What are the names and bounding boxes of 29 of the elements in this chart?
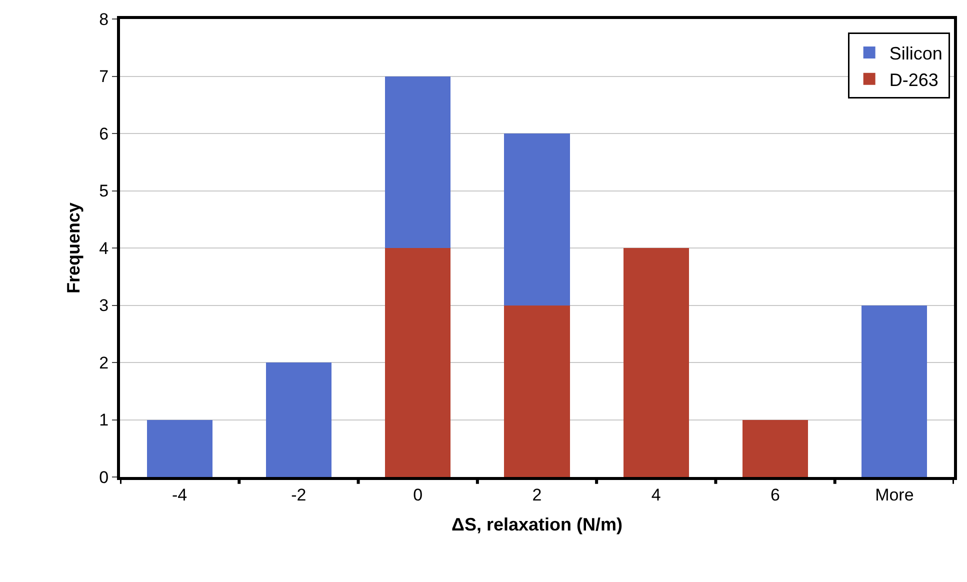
- x-tick-label: More: [875, 485, 914, 504]
- y-tick-label: 4: [99, 238, 109, 258]
- x-tick-label: 6: [770, 485, 780, 504]
- bar: [742, 420, 808, 477]
- x-tick-label: 4: [651, 485, 661, 504]
- x-tick-label: 2: [532, 485, 542, 504]
- x-tick-label: -2: [291, 485, 306, 504]
- y-tick-label: 1: [99, 410, 109, 430]
- y-tick-label: 6: [99, 124, 109, 144]
- y-tick-label: 3: [99, 296, 109, 316]
- y-tick-label: 2: [99, 353, 109, 372]
- y-tick-label: 7: [99, 67, 109, 86]
- legend-label: D-263: [889, 70, 938, 90]
- x-tick-label: -4: [172, 485, 188, 504]
- x-axis-title: ΔS, relaxation (N/m): [452, 514, 622, 534]
- bar: [146, 420, 212, 477]
- y-tick-label: 5: [99, 182, 109, 201]
- bar: [385, 76, 451, 248]
- bar: [623, 248, 689, 477]
- y-axis-title: Frequency: [63, 202, 84, 294]
- y-tick-label: 8: [99, 10, 109, 29]
- bar: [385, 248, 451, 477]
- legend-label: Silicon: [889, 43, 942, 64]
- bar: [504, 134, 570, 306]
- bar: [504, 305, 570, 477]
- bar: [862, 305, 928, 477]
- x-tick-label: 0: [413, 485, 423, 504]
- y-tick-label: 0: [99, 468, 109, 487]
- bar: [266, 362, 332, 477]
